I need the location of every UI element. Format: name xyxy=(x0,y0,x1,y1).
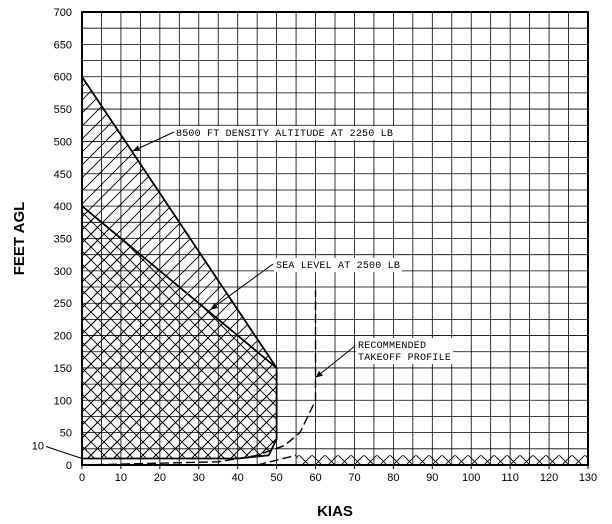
y-tick-label: 700 xyxy=(54,7,72,19)
y-tick-labels: 0 50 100 150 200 250 300 350 400 450 500 550 600 650 7… xyxy=(54,7,72,472)
series-lines xyxy=(81,76,317,466)
series-line-2 xyxy=(81,290,317,466)
avoid-region-low-altitude xyxy=(296,455,588,465)
plot-frame xyxy=(81,11,589,466)
x-tick-labels: 0 10 20 30 40 50 60 70 80 90 100 110 120 130 xyxy=(79,465,597,484)
y-tick-label: 150 xyxy=(54,363,72,375)
y-axis-title: FEET AGL xyxy=(11,202,28,276)
callout-arrowhead xyxy=(132,145,141,152)
callout-1: SEA LEVEL AT 2500 LB xyxy=(210,258,402,311)
callout-leader xyxy=(132,131,175,152)
callout-0: 8500 FT DENSITY ALTITUDE AT 2250 LB xyxy=(132,126,395,152)
x-tick-label: 70 xyxy=(348,472,360,484)
callout-arrowhead xyxy=(210,303,218,310)
series-line-0 xyxy=(81,76,278,460)
y-tick-label: 400 xyxy=(54,201,72,213)
extra-y-tick: 10 xyxy=(32,441,83,460)
x-axis-title: KIAS xyxy=(317,503,353,520)
series-line-3 xyxy=(257,454,297,466)
callout-text: RECOMMENDED xyxy=(358,341,426,352)
x-tick-label: 110 xyxy=(501,472,519,484)
y-tick-label: 350 xyxy=(54,234,72,246)
x-tick-label: 50 xyxy=(270,472,282,484)
callout-leader xyxy=(315,345,356,379)
callout-backing xyxy=(274,258,402,272)
callouts: 8500 FT DENSITY ALTITUDE AT 2250 LB SEA L… xyxy=(132,126,453,379)
series-line-1 xyxy=(81,205,278,369)
extra-y-tick-line xyxy=(45,446,83,460)
callout-text: SEA LEVEL AT 2500 LB xyxy=(276,261,400,272)
y-tick-label: 450 xyxy=(54,169,72,181)
callout-backing xyxy=(174,126,395,140)
x-tick-label: 30 xyxy=(193,472,205,484)
y-tick-label: 500 xyxy=(54,136,72,148)
y-tick-label: 550 xyxy=(54,104,72,116)
extra-y-tick-label: 10 xyxy=(32,441,44,453)
x-tick-label: 10 xyxy=(115,472,127,484)
callout-arrowhead xyxy=(315,370,323,378)
y-tick-label: 600 xyxy=(54,72,72,84)
callout-leader xyxy=(210,263,274,311)
x-tick-label: 40 xyxy=(232,472,244,484)
y-tick-label: 0 xyxy=(66,460,72,472)
y-tick-label: 650 xyxy=(54,39,72,51)
y-tick-label: 100 xyxy=(54,395,72,407)
x-tick-label: 120 xyxy=(540,472,558,484)
x-tick-label: 100 xyxy=(462,472,480,484)
x-tick-label: 130 xyxy=(579,472,597,484)
y-tick-label: 300 xyxy=(54,266,72,278)
x-tick-label: 0 xyxy=(79,472,85,484)
callout-backing xyxy=(356,338,453,364)
y-tick-label: 200 xyxy=(54,331,72,343)
grid-lines xyxy=(82,12,588,465)
y-tick-label: 50 xyxy=(60,428,72,440)
callout-text: TAKEOFF PROFILE xyxy=(358,353,451,364)
x-tick-label: 60 xyxy=(309,472,321,484)
callout-text: 8500 FT DENSITY ALTITUDE AT 2250 LB xyxy=(176,129,393,140)
y-tick-label: 250 xyxy=(54,298,72,310)
x-tick-label: 20 xyxy=(154,472,166,484)
x-tick-label: 80 xyxy=(387,472,399,484)
x-tick-label: 90 xyxy=(426,472,438,484)
